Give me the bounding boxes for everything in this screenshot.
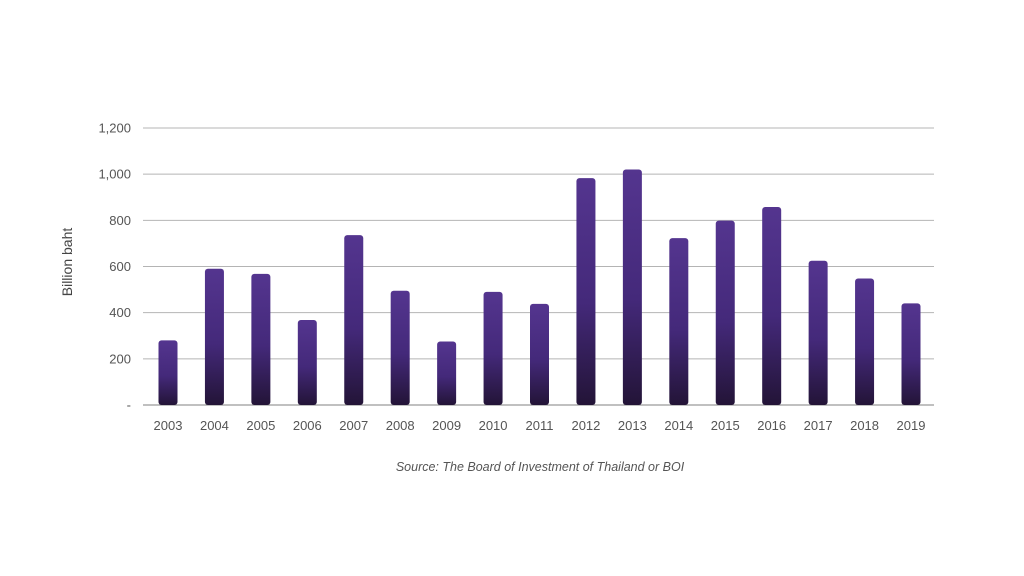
y-tick-label: 400: [109, 305, 131, 320]
y-tick-label: 200: [109, 351, 131, 366]
bars: [158, 169, 921, 405]
bar-2008: [390, 290, 410, 405]
x-tick-label: 2012: [571, 418, 600, 433]
bar-2018: [855, 278, 875, 405]
bar-2011: [530, 303, 549, 405]
source-note: Source: The Board of Investment of Thail…: [396, 460, 685, 474]
y-tick-label: 800: [109, 213, 131, 228]
x-tick-label: 2013: [618, 418, 647, 433]
bar-2004: [204, 268, 224, 405]
y-tick-label: 1,000: [98, 167, 131, 182]
bar-2015: [715, 220, 735, 405]
bar-2012: [576, 178, 596, 405]
y-axis-ticks: - 200 400 600 800 1,000 1,200: [98, 121, 131, 413]
x-axis-ticks: 2003 2004 2005 2006 2007 2008 2009 2010 2011 2012…: [154, 418, 926, 433]
bar-2007: [344, 235, 364, 405]
bar-2009: [437, 341, 457, 405]
bar-2014: [669, 238, 689, 405]
x-tick-label: 2009: [432, 418, 461, 433]
bar-2010: [483, 291, 503, 405]
x-tick-label: 2003: [154, 418, 183, 433]
y-axis-label: Billion baht: [59, 228, 75, 297]
x-tick-label: 2006: [293, 418, 322, 433]
bar-2019: [901, 303, 921, 405]
x-tick-label: 2017: [804, 418, 833, 433]
y-tick-label: -: [127, 398, 131, 413]
bar-2005: [251, 273, 271, 405]
bar-2016: [762, 206, 782, 405]
x-tick-label: 2015: [711, 418, 740, 433]
x-tick-label: 2005: [246, 418, 275, 433]
bar-2013: [622, 169, 642, 405]
x-tick-label: 2011: [526, 418, 554, 433]
bar-2017: [808, 260, 828, 405]
x-tick-label: 2014: [664, 418, 693, 433]
gridlines: [143, 127, 934, 406]
x-tick-label: 2007: [339, 418, 368, 433]
bar-2003: [158, 340, 178, 405]
x-tick-label: 2004: [200, 418, 229, 433]
x-tick-label: 2008: [386, 418, 415, 433]
bar-2006: [297, 320, 317, 405]
x-tick-label: 2010: [479, 418, 508, 433]
y-tick-label: 1,200: [98, 121, 131, 136]
y-tick-label: 600: [109, 259, 131, 274]
x-tick-label: 2019: [897, 418, 926, 433]
x-tick-label: 2018: [850, 418, 879, 433]
x-tick-label: 2016: [757, 418, 786, 433]
